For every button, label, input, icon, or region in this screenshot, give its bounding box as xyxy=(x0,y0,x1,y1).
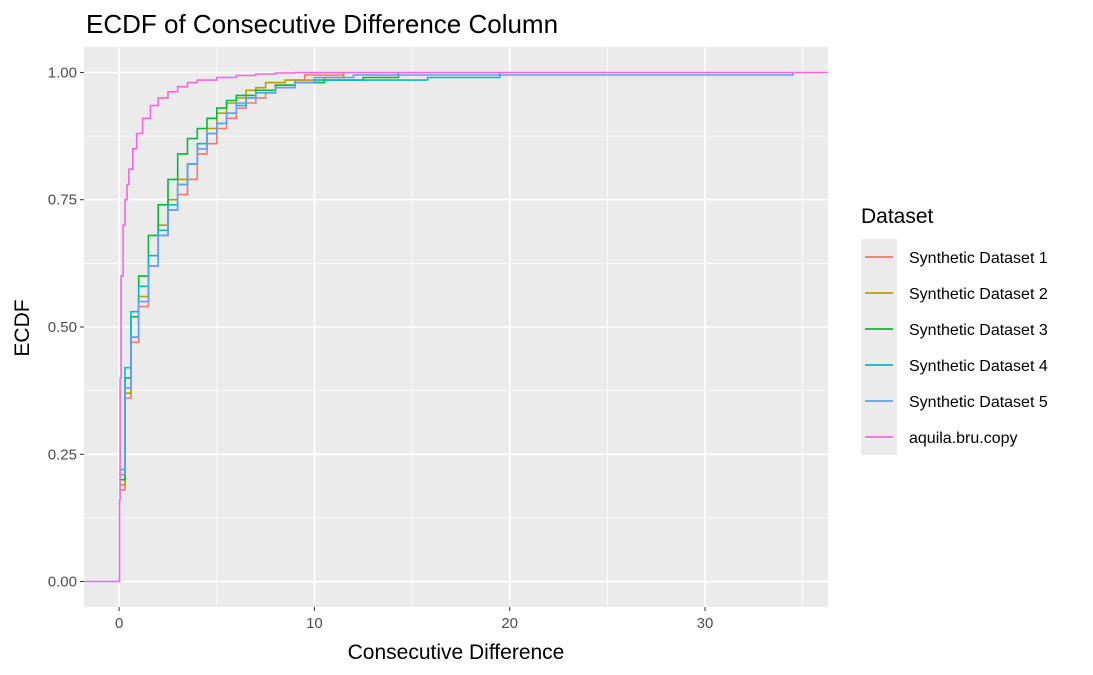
plot-panel xyxy=(84,47,828,607)
y-axis-title: ECDF xyxy=(11,299,34,356)
x-axis-title: Consecutive Difference xyxy=(348,641,565,664)
y-tick-label: 0.75 xyxy=(48,192,77,209)
legend-label: Synthetic Dataset 1 xyxy=(909,250,1048,267)
x-tick-label: 0 xyxy=(115,615,123,632)
y-tick-label: 1.00 xyxy=(48,64,77,81)
y-tick-label: 0.00 xyxy=(48,574,77,591)
legend-label: Synthetic Dataset 2 xyxy=(909,286,1048,303)
legend-label: Synthetic Dataset 5 xyxy=(909,394,1048,411)
plot-series-layer xyxy=(84,71,828,583)
y-tick-label: 0.50 xyxy=(48,319,77,336)
series-line-6 xyxy=(84,71,828,583)
axes: 0 10 20 30 0.00 0.25 0.50 0.75 1.00 xyxy=(48,64,714,632)
x-tick-label: 30 xyxy=(697,615,714,632)
legend-label: Synthetic Dataset 3 xyxy=(909,322,1048,339)
legend-title: Dataset xyxy=(861,205,934,228)
series-line-5 xyxy=(119,72,794,476)
x-tick-label: 10 xyxy=(306,615,323,632)
legend-label: aquila.bru.copy xyxy=(909,430,1018,447)
legend: Dataset Synthetic Dataset 1 Synthetic Dat… xyxy=(861,205,1048,455)
chart-title: ECDF of Consecutive Difference Column xyxy=(86,9,558,39)
y-tick-label: 0.25 xyxy=(48,446,77,463)
x-tick-label: 20 xyxy=(501,615,518,632)
legend-label: Synthetic Dataset 4 xyxy=(909,358,1048,375)
